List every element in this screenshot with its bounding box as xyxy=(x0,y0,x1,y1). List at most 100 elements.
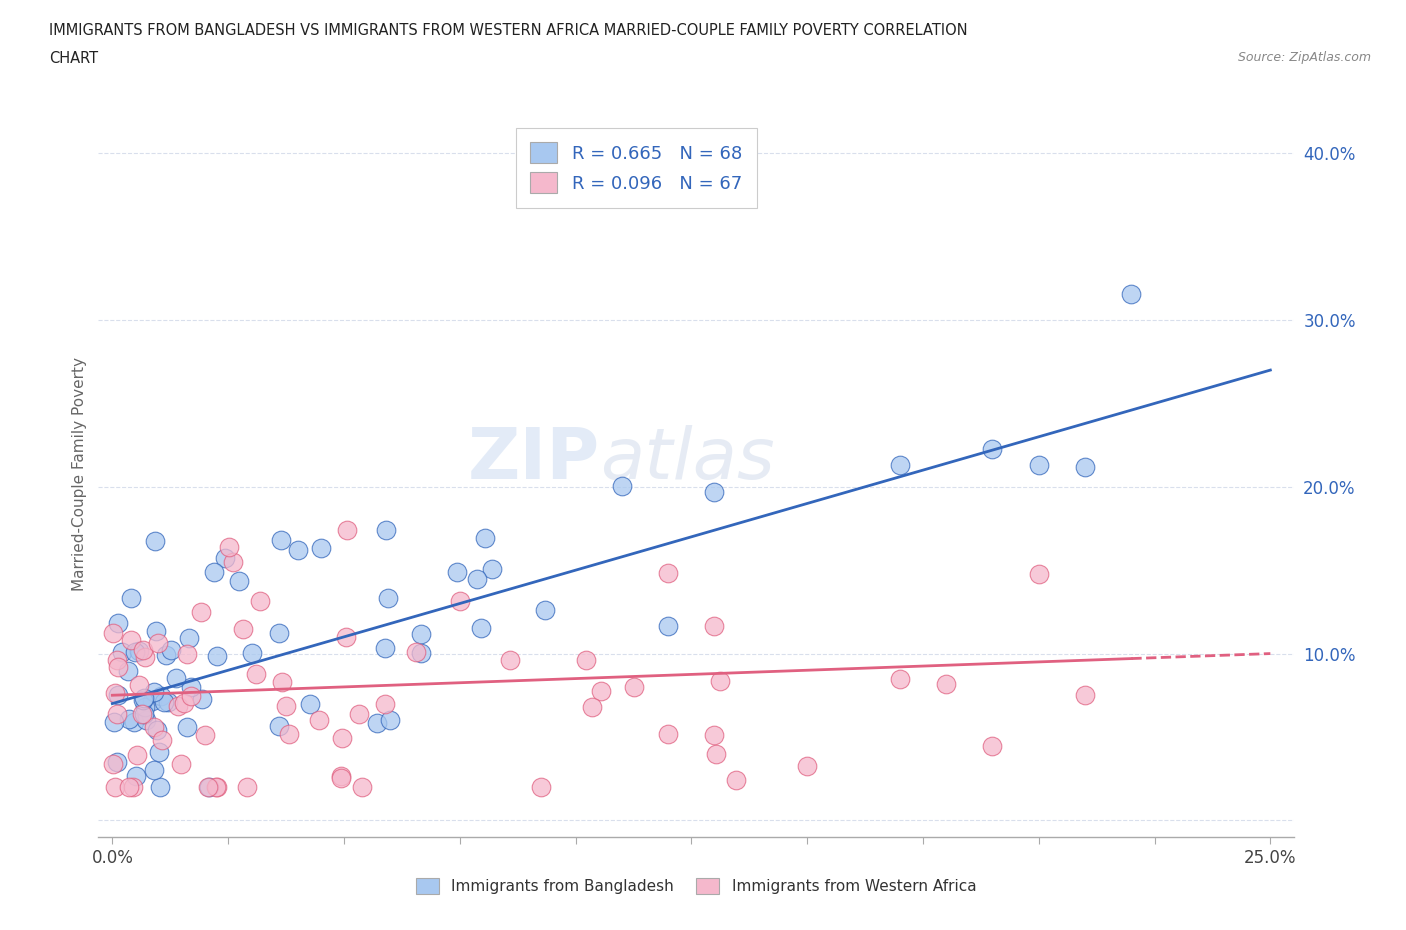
Point xyxy=(120,591,142,605)
Point xyxy=(205,779,228,794)
Point xyxy=(170,756,193,771)
Point xyxy=(101,757,124,772)
Point xyxy=(465,571,488,586)
Point xyxy=(405,645,427,660)
Point xyxy=(374,697,396,711)
Point xyxy=(409,645,432,660)
Point xyxy=(122,779,145,794)
Point xyxy=(1074,688,1097,703)
Point xyxy=(134,650,156,665)
Point xyxy=(703,727,725,742)
Point xyxy=(981,738,1004,753)
Point xyxy=(134,700,156,715)
Point xyxy=(329,769,352,784)
Point xyxy=(176,720,198,735)
Point xyxy=(143,684,166,699)
Point xyxy=(446,565,468,579)
Point xyxy=(581,700,603,715)
Point xyxy=(146,635,169,650)
Point xyxy=(330,730,353,745)
Point xyxy=(117,664,139,679)
Point xyxy=(270,674,292,689)
Text: IMMIGRANTS FROM BANGLADESH VS IMMIGRANTS FROM WESTERN AFRICA MARRIED-COUPLE FAMI: IMMIGRANTS FROM BANGLADESH VS IMMIGRANTS… xyxy=(49,23,967,38)
Point xyxy=(105,754,128,769)
Point xyxy=(474,531,496,546)
Point xyxy=(105,707,128,722)
Point xyxy=(657,618,679,633)
Point xyxy=(481,562,503,577)
Point xyxy=(240,645,263,660)
Point xyxy=(796,759,818,774)
Text: Source: ZipAtlas.com: Source: ZipAtlas.com xyxy=(1237,51,1371,64)
Point xyxy=(287,543,309,558)
Point xyxy=(703,485,725,499)
Point xyxy=(180,688,202,703)
Point xyxy=(107,688,129,703)
Point xyxy=(499,653,522,668)
Point xyxy=(125,748,148,763)
Point xyxy=(222,555,245,570)
Point xyxy=(190,691,212,706)
Point xyxy=(143,719,166,734)
Point xyxy=(134,691,156,706)
Point xyxy=(207,649,229,664)
Point xyxy=(1028,458,1050,472)
Point xyxy=(125,769,148,784)
Point xyxy=(143,533,166,548)
Point xyxy=(131,693,153,708)
Point xyxy=(180,680,202,695)
Point xyxy=(141,694,163,709)
Point xyxy=(245,667,267,682)
Point xyxy=(202,565,225,579)
Point xyxy=(150,733,173,748)
Point xyxy=(336,523,359,538)
Text: atlas: atlas xyxy=(600,425,775,494)
Point xyxy=(104,779,127,794)
Point xyxy=(118,779,141,794)
Point xyxy=(274,699,297,714)
Point xyxy=(534,603,557,618)
Point xyxy=(889,458,911,472)
Point xyxy=(374,641,396,656)
Point xyxy=(103,714,125,729)
Point xyxy=(981,441,1004,456)
Point xyxy=(378,712,401,727)
Point xyxy=(176,646,198,661)
Point xyxy=(205,779,228,794)
Point xyxy=(149,779,172,794)
Point xyxy=(107,659,129,674)
Point xyxy=(347,706,370,721)
Point xyxy=(156,695,179,710)
Point xyxy=(118,711,141,726)
Point xyxy=(610,479,633,494)
Point xyxy=(103,686,125,701)
Point xyxy=(352,779,374,794)
Point xyxy=(374,523,396,538)
Point xyxy=(232,622,254,637)
Text: CHART: CHART xyxy=(49,51,98,66)
Point xyxy=(197,779,219,794)
Point xyxy=(194,727,217,742)
Point xyxy=(1028,566,1050,581)
Point xyxy=(657,565,679,580)
Point xyxy=(278,726,301,741)
Point xyxy=(725,772,748,787)
Point xyxy=(145,624,167,639)
Point xyxy=(214,551,236,565)
Point xyxy=(236,779,259,794)
Point xyxy=(128,678,150,693)
Point xyxy=(179,631,201,645)
Point xyxy=(575,653,598,668)
Point xyxy=(165,671,187,685)
Point xyxy=(309,540,332,555)
Point xyxy=(1074,459,1097,474)
Point xyxy=(124,644,146,659)
Point xyxy=(149,688,172,703)
Point xyxy=(267,626,290,641)
Text: ZIP: ZIP xyxy=(468,425,600,494)
Point xyxy=(298,697,321,711)
Point xyxy=(173,695,195,710)
Point xyxy=(589,684,612,699)
Point xyxy=(132,643,155,658)
Point xyxy=(111,644,134,659)
